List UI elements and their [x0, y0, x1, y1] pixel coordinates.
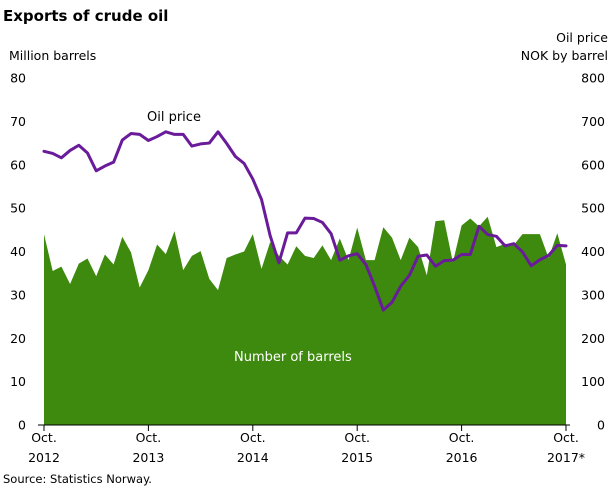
chart-title: Exports of crude oil	[3, 7, 168, 25]
x-tick-year-label: 2015	[341, 450, 373, 465]
x-tick-year-label: 2017*	[547, 450, 585, 465]
x-tick-month-label: Oct.	[136, 430, 162, 445]
left-y-axis: 0 10 20 30 40 50 60 70 80	[10, 71, 26, 433]
left-axis-label: Million barrels	[9, 48, 96, 63]
series-label-oil-price: Oil price	[147, 110, 201, 125]
right-axis-label-line1: Oil price	[556, 30, 608, 45]
right-tick-label: 800	[581, 71, 605, 86]
x-tick-year-label: 2013	[132, 450, 164, 465]
right-axis-label-line2: NOK by barrel	[521, 48, 608, 63]
x-axis: Oct. 2012 Oct. 2013 Oct. 2014 Oct. 2015 Oct. 2016…	[28, 425, 585, 465]
right-tick-label: 600	[581, 157, 605, 172]
left-tick-label: 10	[10, 374, 26, 389]
right-tick-label: 700	[581, 114, 605, 129]
series-label-number-of-barrels: Number of barrels	[234, 350, 352, 365]
left-tick-label: 70	[10, 114, 26, 129]
left-tick-label: 30	[10, 287, 26, 302]
right-tick-label: 400	[581, 244, 605, 259]
x-tick-year-label: 2012	[28, 450, 60, 465]
right-tick-label: 100	[581, 374, 605, 389]
right-tick-label: 500	[581, 201, 605, 216]
left-tick-label: 50	[10, 201, 26, 216]
x-tick-month-label: Oct.	[449, 430, 475, 445]
left-tick-label: 0	[18, 418, 26, 433]
right-tick-label: 0	[597, 418, 605, 433]
x-tick-month-label: Oct.	[344, 430, 370, 445]
x-tick-year-label: 2016	[446, 450, 478, 465]
x-tick-month-label: Oct.	[31, 430, 57, 445]
barrels-area	[44, 216, 566, 425]
right-y-axis: 0 100 200 300 400 500 600 700 800	[581, 71, 605, 433]
left-tick-label: 20	[10, 331, 26, 346]
x-tick-month-label: Oct.	[240, 430, 266, 445]
oil-price-line	[42, 130, 568, 312]
x-tick-year-label: 2014	[237, 450, 269, 465]
plot-area	[42, 130, 568, 425]
left-tick-label: 40	[10, 244, 26, 259]
left-tick-label: 60	[10, 157, 26, 172]
left-tick-label: 80	[10, 71, 26, 86]
right-tick-label: 300	[581, 287, 605, 302]
right-tick-label: 200	[581, 331, 605, 346]
x-tick-month-label: Oct.	[553, 430, 579, 445]
source-note: Source: Statistics Norway.	[3, 472, 152, 486]
